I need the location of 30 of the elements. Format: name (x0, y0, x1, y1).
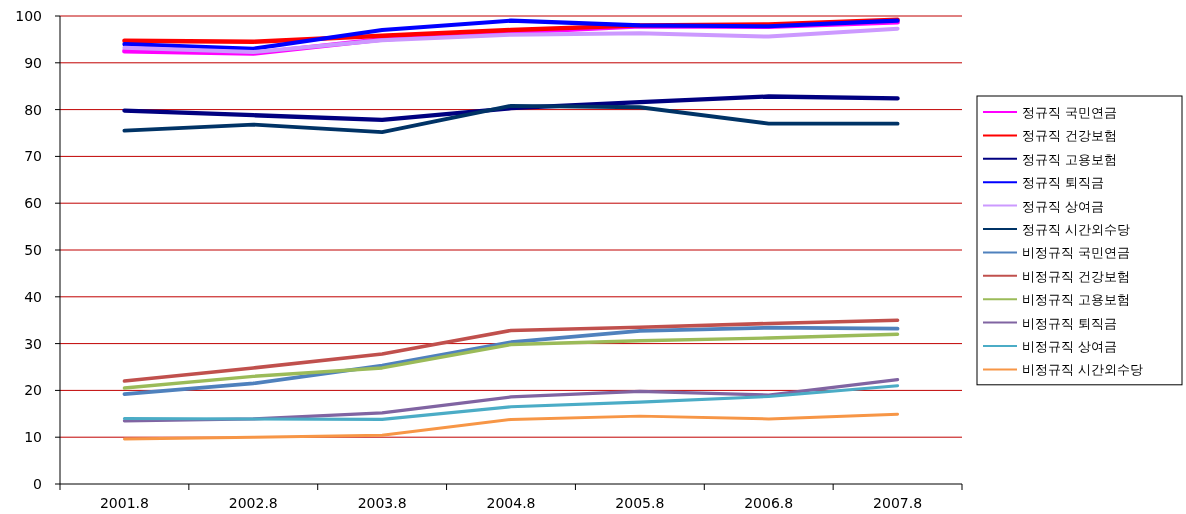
y-tick-label: 30 (24, 335, 42, 352)
x-tick-label: 2004.8 (486, 495, 536, 511)
y-tick-label: 10 (24, 429, 42, 446)
legend-label: 비정규직 퇴직금 (1022, 315, 1118, 331)
legend-label: 정규직 국민연금 (1022, 105, 1118, 120)
legend-label: 비정규직 건강보험 (1022, 268, 1131, 284)
y-tick-label: 80 (24, 101, 42, 118)
x-tick-label: 2007.8 (873, 495, 923, 511)
x-tick-label: 2002.8 (228, 495, 278, 511)
legend-label: 정규직 퇴직금 (1022, 175, 1105, 191)
y-tick-label: 50 (24, 242, 42, 258)
y-tick-label: 60 (24, 195, 42, 212)
legend-label: 비정규직 상여금 (1022, 339, 1118, 354)
x-tick-label: 2006.8 (744, 495, 794, 511)
y-tick-label: 0 (33, 476, 42, 492)
y-tick-label: 20 (24, 382, 42, 399)
x-tick-label: 2001.8 (99, 495, 149, 511)
y-tick-label: 40 (24, 288, 42, 305)
legend-label: 정규직 상여금 (1022, 198, 1105, 214)
legend-label: 정규직 시간외수당 (1022, 222, 1131, 237)
legend-label: 정규직 건강보험 (1022, 128, 1118, 144)
x-tick-label: 2003.8 (357, 495, 407, 511)
legend-label: 비정규직 고용보험 (1022, 292, 1131, 308)
x-tick-label: 2005.8 (615, 495, 665, 511)
y-tick-label: 70 (24, 148, 42, 165)
legend-label: 비정규직 국민연금 (1022, 245, 1131, 261)
y-tick-label: 100 (15, 8, 42, 24)
legend-label: 비정규직 시간외수당 (1022, 362, 1144, 378)
legend-label: 정규직 고용보험 (1022, 151, 1118, 167)
y-tick-label: 90 (24, 54, 42, 71)
